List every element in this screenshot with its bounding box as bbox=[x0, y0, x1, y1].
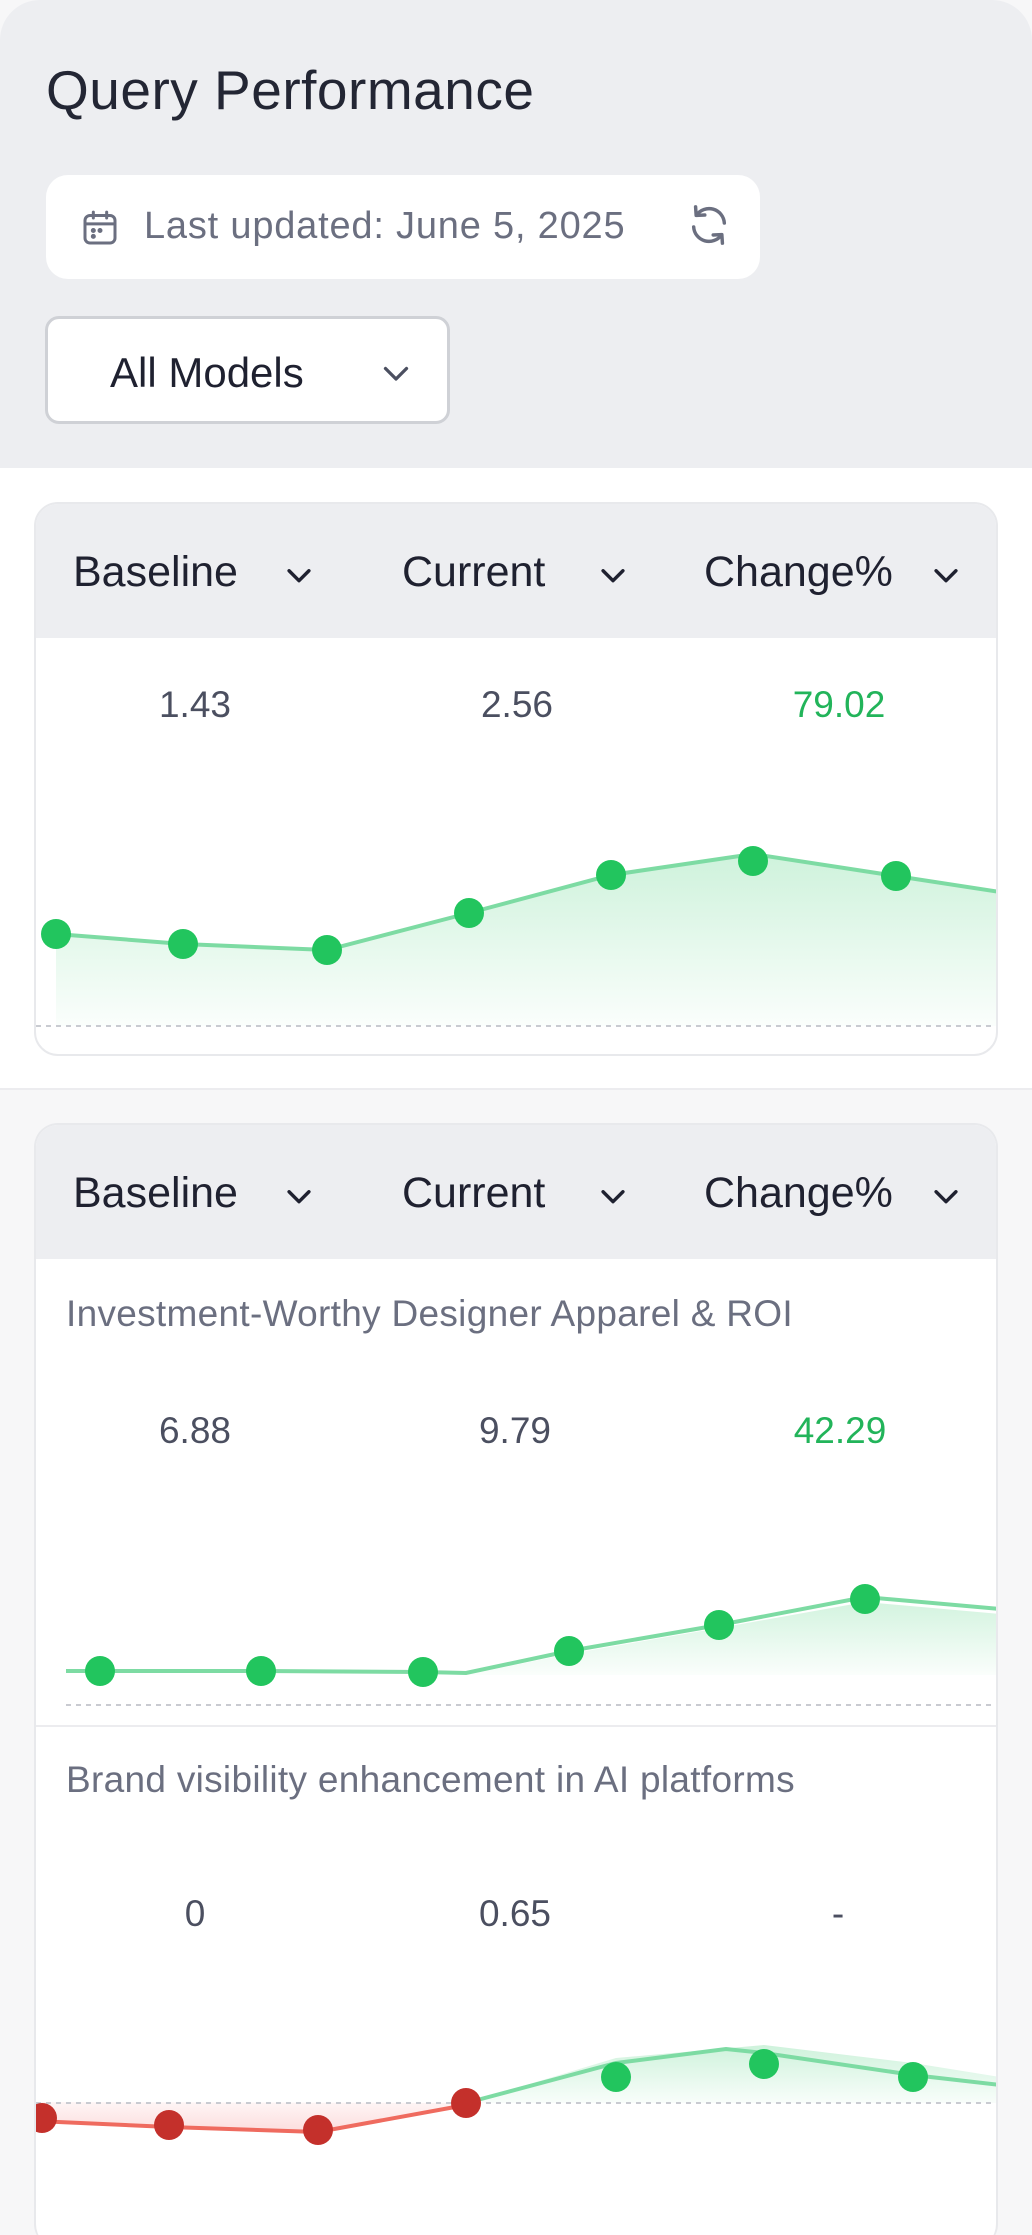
column-header-row: Baseline Current Change% bbox=[36, 504, 996, 638]
query-name[interactable]: Brand visibility enhancement in AI platf… bbox=[66, 1759, 795, 1800]
column-change[interactable]: Change% bbox=[704, 548, 893, 596]
baseline-value: 6.88 bbox=[158, 1410, 231, 1451]
chevron-down-icon[interactable] bbox=[282, 1179, 316, 1213]
chevron-down-icon[interactable] bbox=[282, 558, 316, 592]
chevron-down-icon bbox=[383, 366, 409, 381]
last-updated-badge: Last updated: June 5, 2025 bbox=[46, 175, 760, 279]
queries-card: Baseline Current Change% Investment-Wort… bbox=[34, 1123, 998, 2235]
chevron-down-icon[interactable] bbox=[596, 558, 630, 592]
query-name[interactable]: Investment-Worthy Designer Apparel & ROI bbox=[66, 1293, 793, 1334]
column-current[interactable]: Current bbox=[402, 548, 546, 596]
row-divider bbox=[36, 1725, 996, 1727]
page-header: Query Performance Last updated: June 5, … bbox=[0, 0, 1032, 468]
column-change[interactable]: Change% bbox=[704, 1169, 893, 1217]
change-value: 79.02 bbox=[792, 684, 886, 725]
overview-sparkline bbox=[36, 846, 996, 1027]
column-header-row: Baseline Current Change% bbox=[36, 1125, 996, 1259]
last-updated-text: Last updated: June 5, 2025 bbox=[144, 205, 626, 247]
change-value: - bbox=[831, 1893, 845, 1934]
model-select[interactable]: All Models bbox=[45, 316, 450, 424]
current-value: 0.65 bbox=[478, 1893, 551, 1934]
refresh-icon[interactable] bbox=[686, 202, 732, 248]
current-value: 9.79 bbox=[478, 1410, 551, 1451]
current-value: 2.56 bbox=[480, 684, 553, 725]
chevron-down-icon[interactable] bbox=[596, 1179, 630, 1213]
query-sparkline bbox=[66, 1584, 996, 1706]
overview-card: Baseline Current Change% 1.43 2.56 79.02 bbox=[34, 502, 998, 1056]
column-baseline[interactable]: Baseline bbox=[73, 1169, 238, 1217]
change-value: 42.29 bbox=[793, 1410, 887, 1451]
page-title: Query Performance bbox=[46, 59, 535, 121]
baseline-value: 1.43 bbox=[158, 684, 231, 725]
chevron-down-icon[interactable] bbox=[929, 1179, 963, 1213]
calendar-icon bbox=[83, 210, 117, 245]
query-sparkline bbox=[36, 2045, 996, 2145]
column-current[interactable]: Current bbox=[402, 1169, 546, 1217]
model-select-label: All Models bbox=[110, 349, 304, 396]
baseline-value: 0 bbox=[184, 1893, 206, 1934]
chevron-down-icon[interactable] bbox=[929, 558, 963, 592]
column-baseline[interactable]: Baseline bbox=[73, 548, 238, 596]
